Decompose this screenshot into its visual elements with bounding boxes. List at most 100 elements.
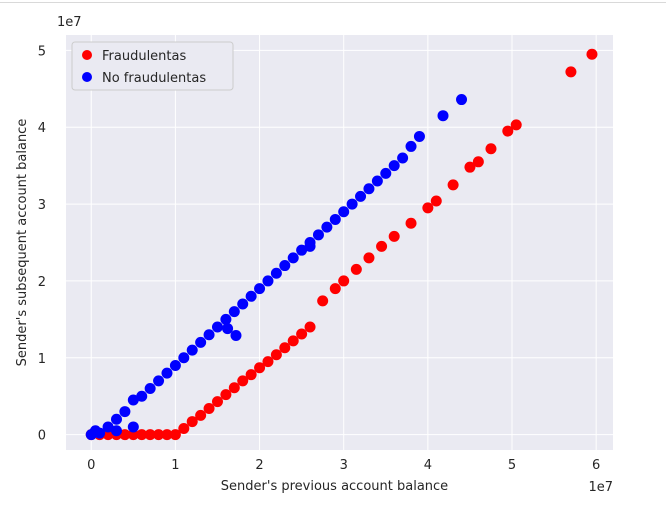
fraud-point [186,416,198,428]
non-fraud-point [195,336,207,348]
fraud-point [350,263,362,275]
fraud-point [430,195,442,207]
non-fraud-point [355,190,367,202]
non-fraud-point [279,260,291,272]
y-tick-label: 5 [38,44,46,59]
non-fraud-point [254,283,266,295]
x-tick-label: 3 [340,458,348,473]
y-tick-label: 0 [38,429,46,444]
non-fraud-point [110,425,122,437]
non-fraud-point [110,413,122,425]
x-tick-labels: 0 1 2 3 4 5 6 [87,458,600,473]
fraud-point [363,252,375,264]
legend-label-fraudulentas: Fraudulentas [102,49,186,64]
y-tick-label: 4 [38,121,46,136]
x-axis-label: Sender's previous account balance [221,479,448,494]
fraud-point [502,125,514,137]
non-fraud-point [329,213,341,225]
non-fraud-point [321,221,333,233]
fraud-point [153,429,165,441]
non-fraud-point [397,152,409,164]
x-tick-label: 0 [87,458,95,473]
non-fraud-point [169,359,181,371]
fraud-point [329,283,341,295]
fraud-point [338,275,350,287]
x-tick-label: 1 [171,458,179,473]
non-fraud-point [228,306,240,318]
fraud-point [270,349,282,361]
non-fraud-point [127,421,139,433]
x-tick-label: 2 [255,458,263,473]
non-fraud-point [222,323,234,335]
top-divider [0,2,666,3]
x-tick-label: 6 [592,458,600,473]
non-fraud-point [230,329,242,341]
non-fraud-point [413,130,425,142]
legend-marker-no-fraudulentas [82,72,92,82]
fraud-point [485,143,497,155]
non-fraud-point [296,244,308,256]
non-fraud-point [371,175,383,187]
fraud-point [287,335,299,347]
fraud-point [136,429,148,441]
fraud-point [304,321,316,333]
non-fraud-point [144,383,156,395]
y-tick-labels: 0 1 2 3 4 5 [38,44,46,443]
legend[interactable]: Fraudulentas No fraudulentas [71,41,234,91]
data-points [85,48,598,441]
non-fraud-point [220,313,232,325]
non-fraud-point [203,329,215,341]
non-fraud-point [237,298,249,310]
non-fraud-point [363,183,375,195]
non-fraud-point [102,421,114,433]
non-fraud-point [186,344,198,356]
x-tick-label: 4 [424,458,432,473]
fraud-point [119,429,131,441]
non-fraud-point [127,394,139,406]
fraud-point [211,396,223,408]
fraud-point [388,230,400,242]
fraud-point [296,328,308,340]
fraud-point [102,429,114,441]
non-fraud-point [211,321,223,333]
y-axis-label: Sender's subsequent account balance [15,119,30,367]
fraud-point [127,429,139,441]
y-tick-label: 1 [38,352,46,367]
fraud-point [405,217,417,229]
legend-label-no-fraudulentas: No fraudulentas [102,71,206,86]
fraud-point [472,156,484,168]
x-tick-label: 5 [508,458,516,473]
non-fraud-point [388,160,400,172]
non-fraud-point [437,110,449,122]
x-offset-label: 1e7 [588,480,613,495]
fraud-point [565,66,577,78]
non-fraud-point [338,206,350,218]
fraud-point [586,48,598,60]
non-fraud-point [161,367,173,379]
fraud-point [254,362,266,374]
non-fraud-point [346,198,358,210]
fraud-point [203,403,215,414]
legend-box [71,41,234,91]
non-fraud-point [270,267,282,279]
y-offset-label: 1e7 [57,15,82,30]
fraud-point [237,375,249,387]
non-fraud-point [94,427,106,439]
non-fraud-point [287,252,299,264]
non-fraud-point [119,406,131,418]
fraud-point [169,429,181,441]
y-tick-label: 2 [38,275,46,290]
non-fraud-point [380,167,392,179]
y-tick-label: 3 [38,198,46,213]
fraud-point [317,295,329,307]
fraud-point [228,382,240,394]
non-fraud-point [262,275,274,287]
non-fraud-point [405,140,417,152]
fraud-point [279,342,291,354]
fraud-point [178,422,190,434]
fraud-point [220,389,232,401]
fraud-point [262,356,274,368]
non-fraud-point [304,240,316,252]
non-fraud-point [136,390,148,402]
